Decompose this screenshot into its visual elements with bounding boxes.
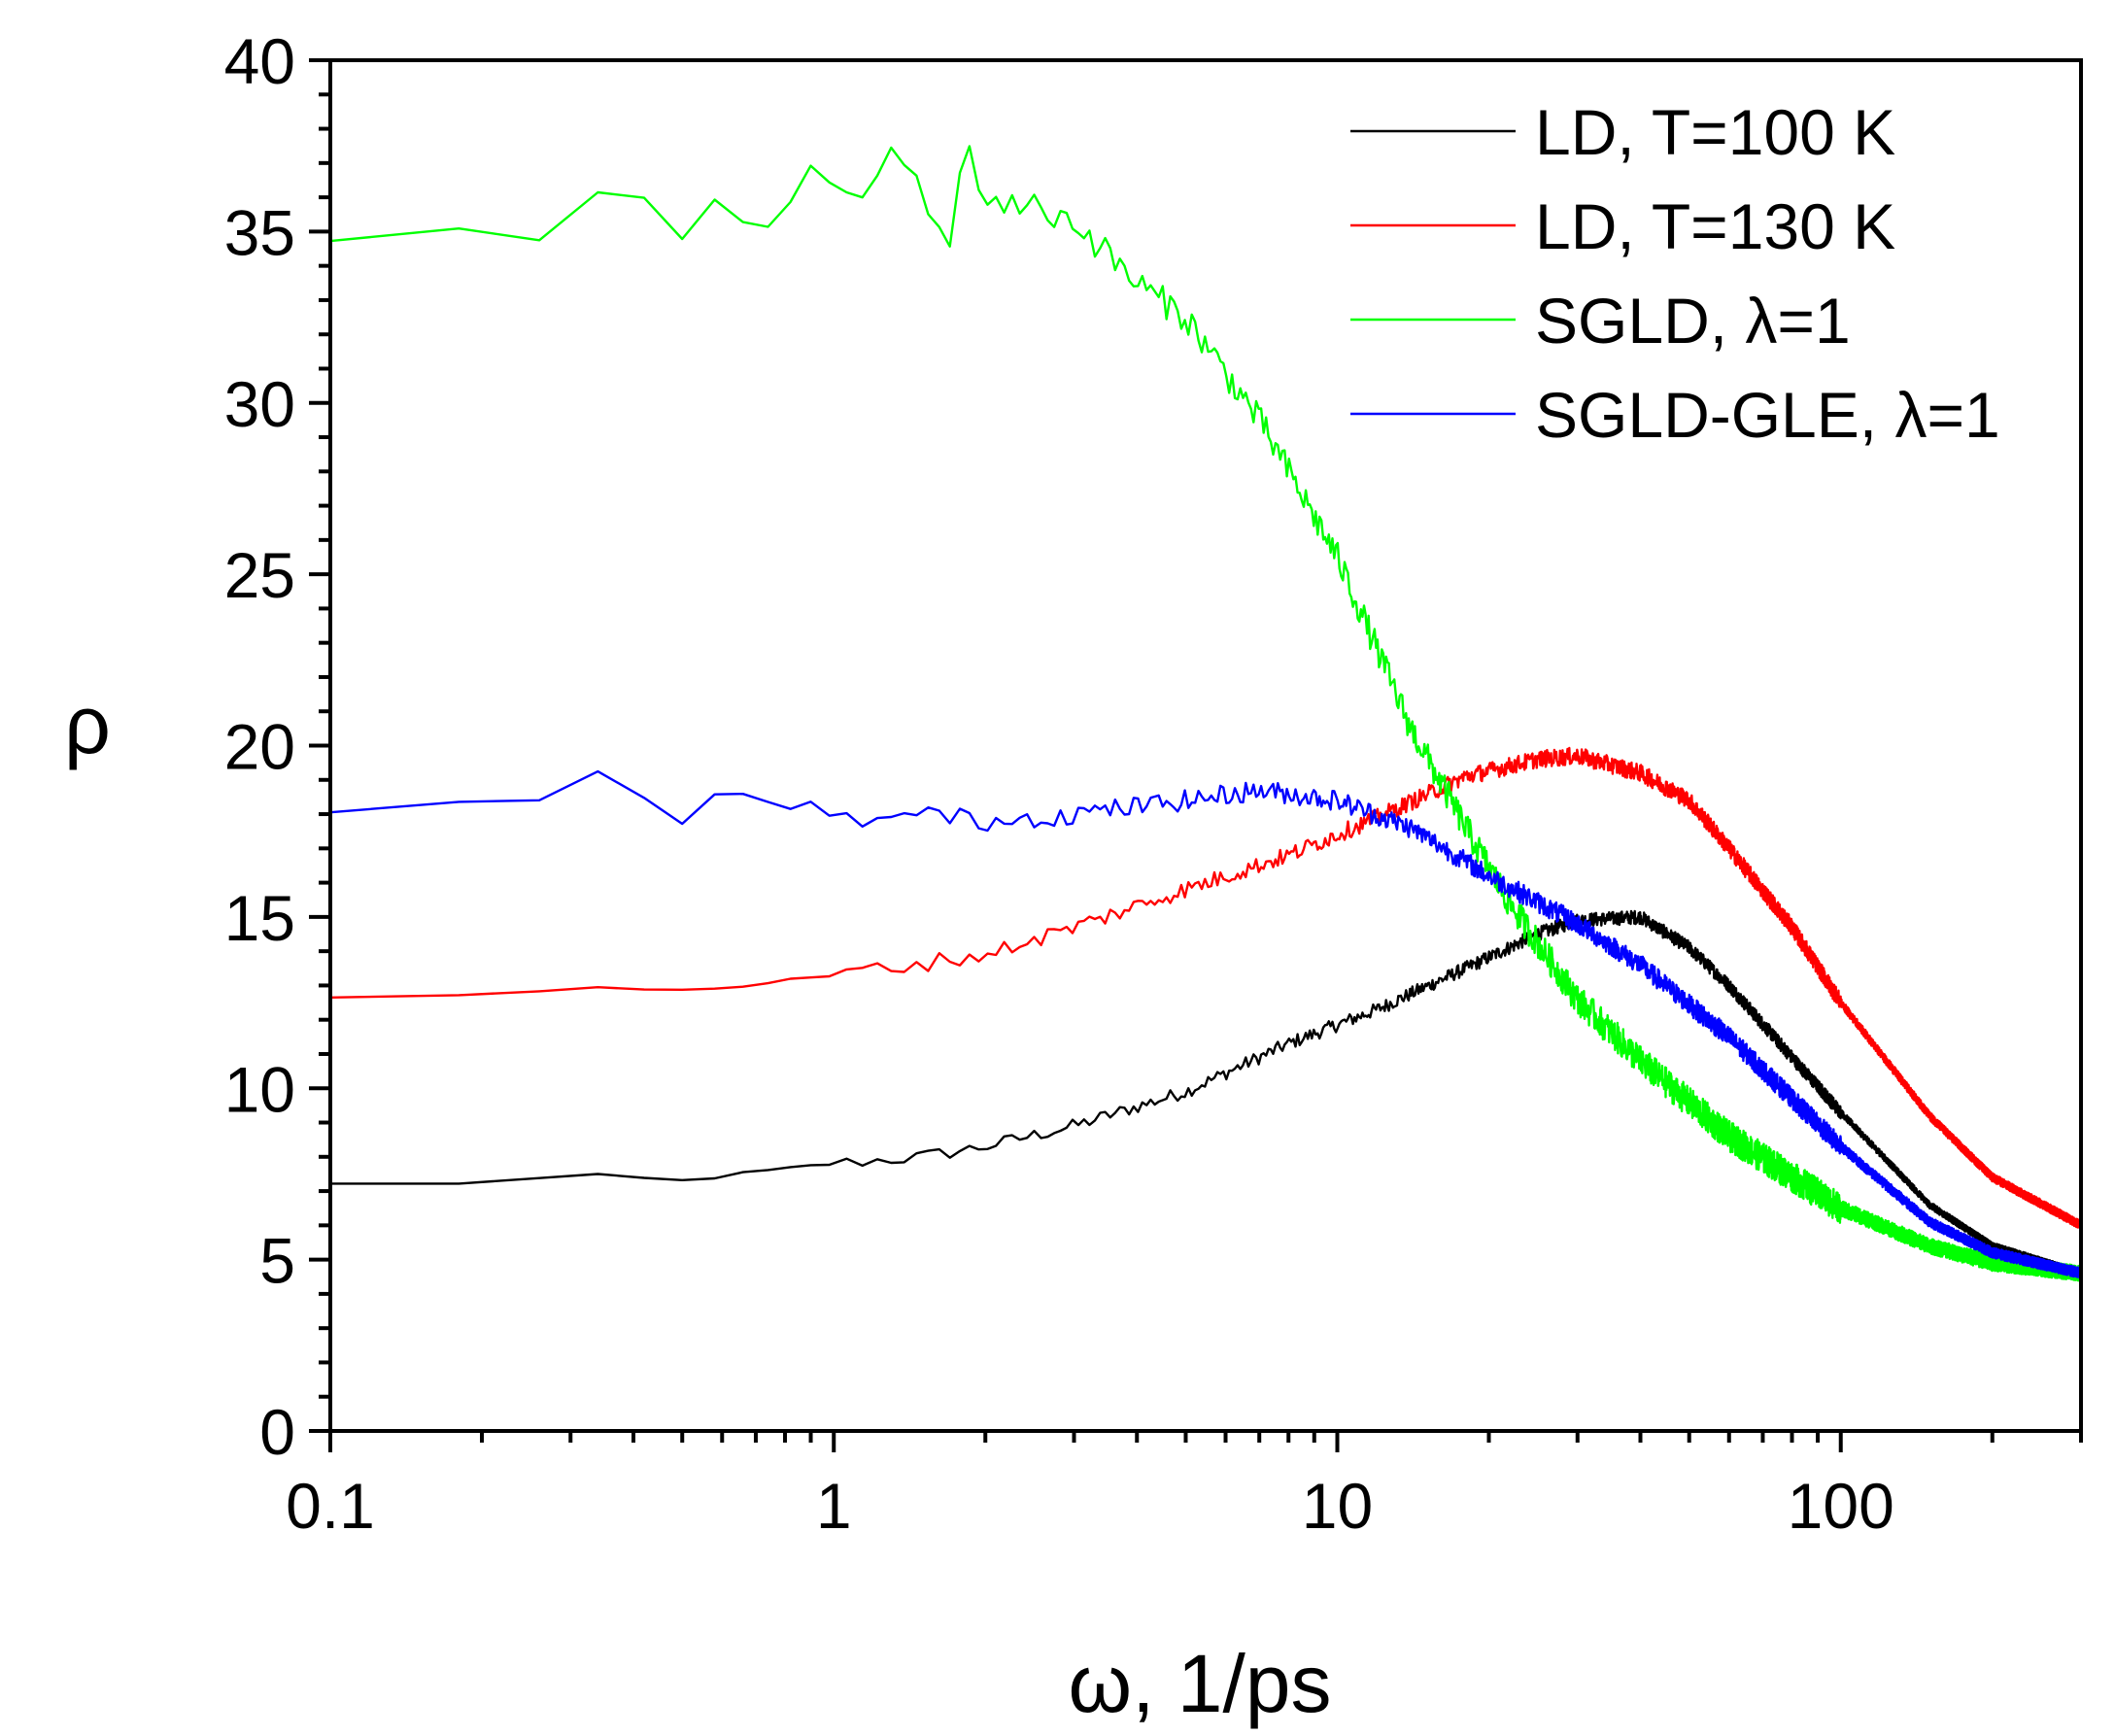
- series-line-2: [330, 746, 2081, 1231]
- x-tick-label: 10: [1302, 1470, 1373, 1542]
- tick-labels-layer: 0 5 10 15 20 25 30 35 40 0.1 1 10 100: [224, 25, 1894, 1542]
- x-tick-label: 1: [816, 1470, 852, 1542]
- x-tick-label: 0.1: [286, 1470, 375, 1542]
- plot-frame: [328, 58, 2083, 1433]
- legend-label: LD, T=100 K: [1535, 96, 1895, 168]
- y-tick-label: 15: [224, 882, 295, 954]
- y-tick-label: 20: [224, 711, 295, 783]
- legend-label: LD, T=130 K: [1535, 190, 1895, 262]
- legend-label: SGLD, λ=1: [1535, 285, 1851, 357]
- y-tick-label: 30: [224, 368, 295, 440]
- y-tick-label: 10: [224, 1053, 295, 1125]
- ticks-layer: [309, 58, 2083, 1452]
- y-tick-label: 5: [259, 1225, 295, 1297]
- y-tick-label: 25: [224, 539, 295, 611]
- y-tick-label: 0: [259, 1396, 295, 1468]
- series-line-4: [330, 769, 2081, 1279]
- y-axis-title: ρ: [64, 679, 111, 770]
- legend-label: SGLD-GLE, λ=1: [1535, 379, 2000, 451]
- y-tick-label: 40: [224, 25, 295, 97]
- x-tick-label: 100: [1788, 1470, 1894, 1542]
- legend: LD, T=100 K LD, T=130 K SGLD, λ=1 SGLD-GLE,…: [1350, 96, 2000, 451]
- x-axis-title: ω, 1/ps: [1068, 1638, 1331, 1729]
- y-tick-label: 35: [224, 196, 295, 268]
- series-layer: [330, 145, 2081, 1282]
